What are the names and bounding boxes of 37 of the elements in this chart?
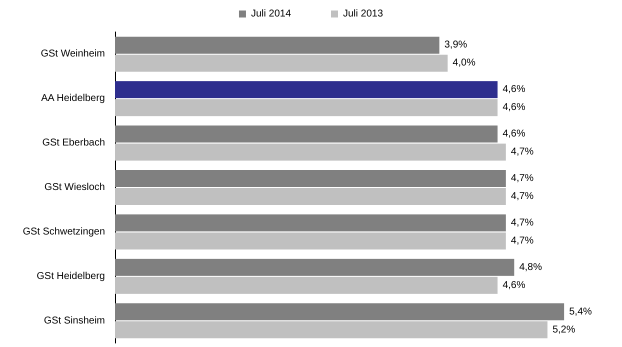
data-label: 4,6% — [502, 102, 526, 114]
bar — [115, 126, 498, 143]
data-label: 4,7% — [510, 172, 534, 184]
y-tick-label: GSt Schwetzingen — [22, 226, 105, 238]
data-label: 4,7% — [510, 191, 534, 202]
data-label: 3,9% — [444, 40, 468, 51]
bar — [115, 81, 498, 98]
bar — [115, 232, 506, 250]
bar — [115, 214, 506, 232]
data-label: 4,7% — [510, 235, 534, 246]
legend-label: Juli 2014 — [250, 8, 292, 20]
data-label: 4,7% — [510, 146, 534, 158]
bar — [115, 321, 548, 338]
data-label: 5,4% — [569, 306, 592, 318]
bar — [115, 303, 564, 320]
legend-label: Juli 2013 — [343, 8, 384, 20]
y-tick-label: GSt Weinheim — [40, 48, 105, 60]
bar — [115, 36, 440, 54]
data-label: 4,6% — [502, 84, 526, 96]
bar — [115, 144, 506, 161]
bar — [115, 188, 506, 206]
y-tick-label: GSt Wiesloch — [44, 182, 105, 193]
bar — [115, 170, 506, 187]
bar — [115, 276, 498, 294]
y-tick-label: GSt Sinsheim — [44, 315, 105, 326]
data-label: 5,2% — [552, 324, 576, 336]
y-tick-label: GSt Eberbach — [42, 138, 105, 149]
data-label: 4,6% — [502, 128, 526, 140]
bar — [115, 258, 514, 276]
bar — [115, 54, 448, 72]
data-label: 4,0% — [452, 58, 476, 69]
bar — [115, 99, 498, 116]
data-label: 4,6% — [502, 280, 526, 291]
data-label: 4,8% — [519, 262, 542, 273]
data-label: 4,7% — [510, 217, 534, 228]
y-tick-label: GSt Heidelberg — [36, 270, 105, 282]
y-tick-label: AA Heidelberg — [41, 93, 105, 104]
